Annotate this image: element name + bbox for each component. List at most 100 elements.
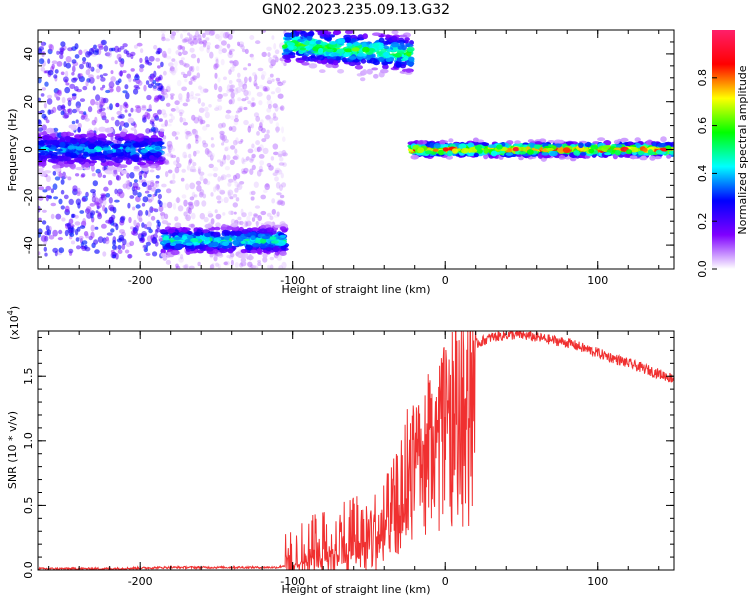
heatmap-cell xyxy=(235,86,242,94)
heatmap-cell xyxy=(191,75,198,81)
heatmap-cell xyxy=(112,244,117,250)
heatmap-cell xyxy=(68,198,74,205)
heatmap-cell xyxy=(467,142,475,148)
heatmap-cell xyxy=(224,147,229,152)
heatmap-cell xyxy=(518,146,527,151)
heatmap-cell xyxy=(133,44,138,49)
heatmap-cell xyxy=(197,97,201,104)
heatmap-cell xyxy=(306,34,313,41)
heatmap-cell xyxy=(182,62,187,67)
heatmap-cell xyxy=(138,178,143,183)
heatmap-cell xyxy=(41,209,47,213)
heatmap-cell xyxy=(68,248,74,254)
heatmap-cell xyxy=(391,36,398,41)
heatmap-cell xyxy=(46,94,53,99)
heatmap-cell xyxy=(188,66,193,72)
heatmap-cell xyxy=(397,40,406,44)
heatmap-cell xyxy=(219,132,225,139)
heatmap-cell xyxy=(232,155,238,160)
heatmap-cell xyxy=(270,156,275,161)
heatmap-cell xyxy=(215,58,219,65)
heatmap-cell xyxy=(141,154,147,159)
heatmap-cell xyxy=(185,143,192,150)
heatmap-cell xyxy=(223,231,231,236)
heatmap-cell xyxy=(148,228,153,234)
heatmap-cell xyxy=(114,119,120,127)
heatmap-cell xyxy=(183,154,188,159)
heatmap-cell xyxy=(438,149,444,156)
heatmap-cell xyxy=(152,85,157,89)
heatmap-cell xyxy=(46,229,52,236)
heatmap-cell xyxy=(204,111,210,119)
heatmap-cell xyxy=(51,139,60,146)
heatmap-cell xyxy=(40,41,47,46)
heatmap-cell xyxy=(64,229,69,237)
y-tick-label: 0 xyxy=(22,146,35,153)
heatmap-cell xyxy=(171,31,176,37)
heatmap-cell xyxy=(277,150,284,157)
heatmap-cell xyxy=(232,61,237,68)
heatmap-cell xyxy=(121,170,128,175)
heatmap-cell xyxy=(161,183,167,188)
heatmap-cell xyxy=(631,151,638,156)
heatmap-cell xyxy=(65,56,72,63)
heatmap-cell xyxy=(158,235,163,242)
heatmap-cell xyxy=(228,210,234,216)
heatmap-cell xyxy=(84,117,90,122)
heatmap-cell xyxy=(106,149,114,154)
heatmap-cell xyxy=(44,252,48,257)
heatmap-cell xyxy=(234,187,239,193)
heatmap-cell xyxy=(115,252,119,260)
heatmap-cell xyxy=(356,52,365,57)
heatmap-cell xyxy=(189,47,195,53)
heatmap-cell xyxy=(243,85,248,90)
heatmap-cell xyxy=(54,92,58,98)
heatmap-cell xyxy=(230,60,234,65)
heatmap-cell xyxy=(43,170,52,174)
heatmap-cell xyxy=(205,124,210,128)
heatmap-cell xyxy=(49,44,54,52)
heatmap-cell xyxy=(534,141,543,145)
heatmap-cell xyxy=(286,23,292,26)
heatmap-cell xyxy=(245,244,253,251)
heatmap-cell xyxy=(274,56,279,63)
heatmap-x-axis-label: Height of straight line (km) xyxy=(281,283,430,296)
heatmap-cell xyxy=(106,154,113,158)
heatmap-cell xyxy=(562,147,571,154)
heatmap-cell xyxy=(240,240,246,244)
heatmap-cell xyxy=(187,32,191,36)
heatmap-cell xyxy=(181,46,186,51)
heatmap-cell xyxy=(115,103,120,108)
heatmap-cell xyxy=(248,76,252,83)
heatmap-cell xyxy=(266,162,272,168)
heatmap-cell xyxy=(129,226,134,230)
heatmap-cell xyxy=(147,194,152,198)
heatmap-cell xyxy=(180,254,184,260)
heatmap-cell xyxy=(185,133,189,140)
heatmap-cell xyxy=(280,245,287,251)
heatmap-cell xyxy=(69,83,76,89)
heatmap-cell xyxy=(102,84,106,89)
heatmap-cell xyxy=(133,129,138,136)
heatmap-cell xyxy=(281,81,285,86)
heatmap-cell xyxy=(60,48,64,56)
heatmap-cell xyxy=(220,58,225,66)
heatmap-cell xyxy=(92,197,97,201)
heatmap-cell xyxy=(58,229,63,235)
heatmap-cell xyxy=(373,43,380,47)
heatmap-cell xyxy=(223,261,228,266)
heatmap-cell xyxy=(148,104,152,111)
heatmap-cell xyxy=(245,156,250,161)
heatmap-cell xyxy=(157,109,162,115)
heatmap-cell xyxy=(232,202,238,208)
heatmap-cell xyxy=(174,166,180,174)
heatmap-cell xyxy=(259,160,265,166)
heatmap-cell xyxy=(151,73,155,81)
heatmap-cell xyxy=(79,63,84,70)
heatmap-cell xyxy=(139,214,143,221)
heatmap-cell xyxy=(69,232,75,237)
colorbar: 0.0 0.2 0.4 0.6 0.8 Normalized spectral ampl… xyxy=(696,30,749,278)
heatmap-cell xyxy=(42,189,48,193)
heatmap-cell xyxy=(257,215,263,222)
heatmap-cell xyxy=(276,200,283,206)
